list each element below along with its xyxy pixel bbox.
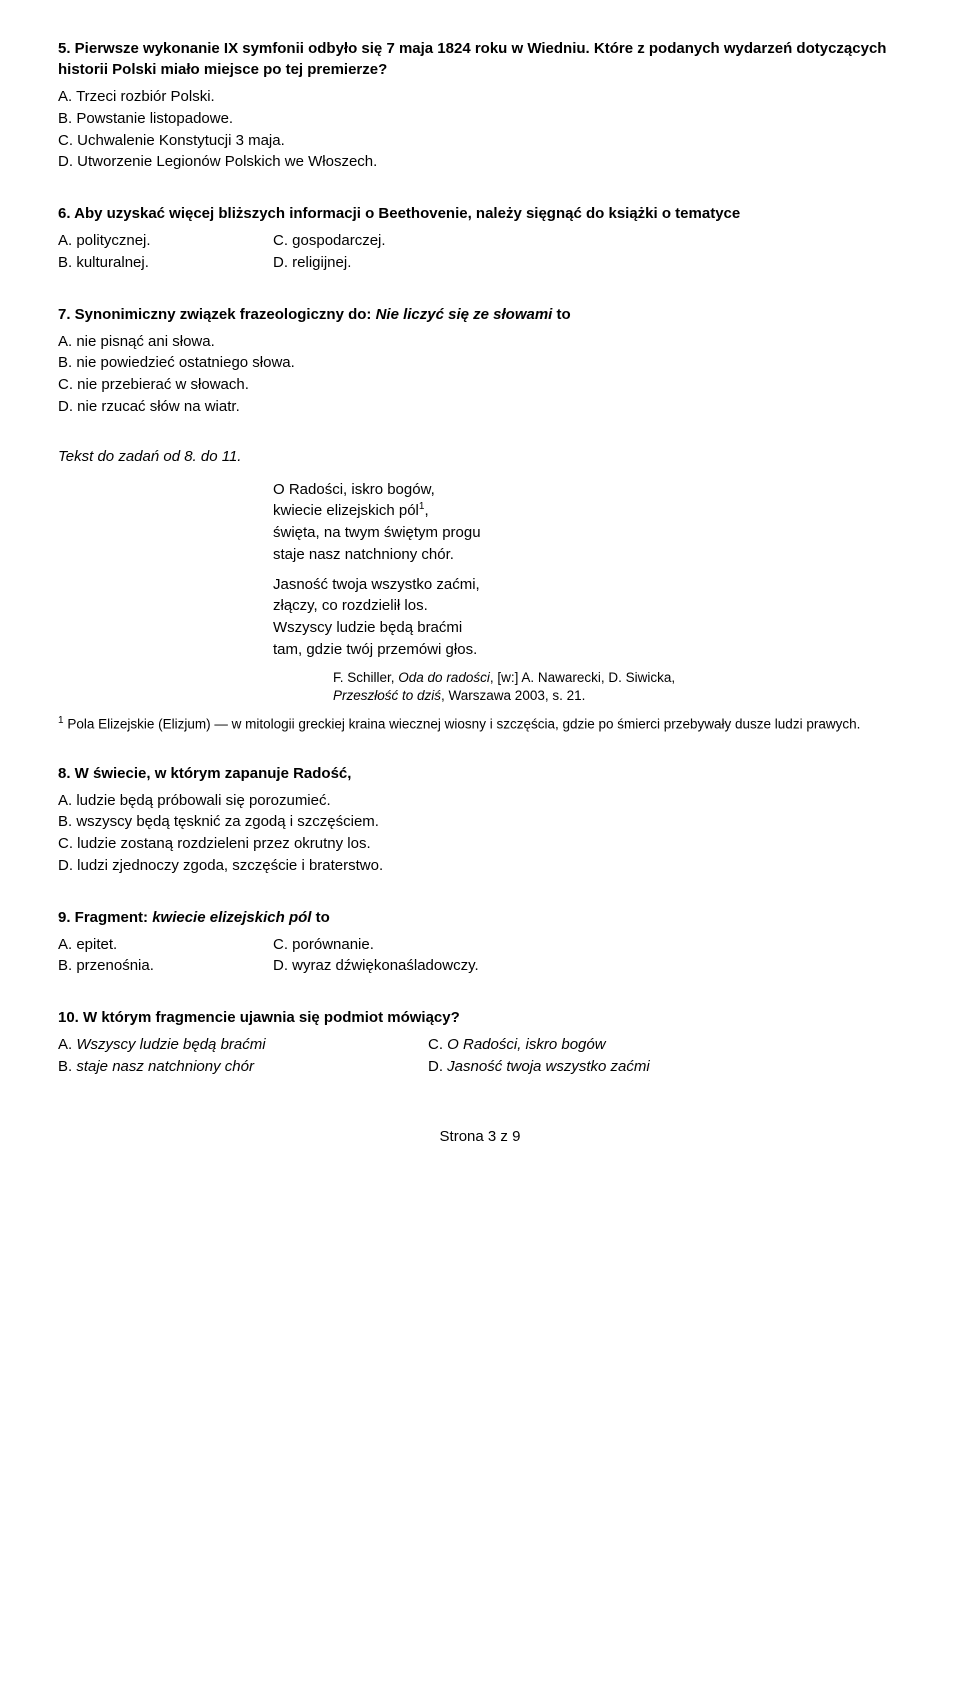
q9-title-italic: kwiecie elizejskich pól: [152, 909, 311, 926]
poem-s2-l4: tam, gdzie twój przemówi głos.: [273, 639, 902, 661]
poem-stanza-2: Jasność twoja wszystko zaćmi, złączy, co…: [273, 574, 902, 661]
page-number: Strona 3 z 9: [58, 1128, 902, 1145]
question-10-title: 10. W którym fragmencie ujawnia się podm…: [58, 1007, 902, 1028]
question-10: 10. W którym fragmencie ujawnia się podm…: [58, 1007, 902, 1078]
question-5: 5. Pierwsze wykonanie IX symfonii odbyło…: [58, 38, 902, 173]
q9-answer-d: D. wyraz dźwiękonaśladowczy.: [273, 955, 479, 977]
footnote-text: Pola Elizejskie (Elizjum) — w mitologii …: [64, 717, 861, 732]
q7-answer-c: C. nie przebierać w słowach.: [58, 374, 902, 396]
q9-answer-a: A. epitet.: [58, 934, 273, 956]
poem-s1-l4: staje nasz natchniony chór.: [273, 544, 902, 566]
q9-answer-b: B. przenośnia.: [58, 955, 273, 977]
q10-c-italic: O Radości, iskro bogów: [447, 1036, 605, 1053]
question-7: 7. Synonimiczny związek frazeologiczny d…: [58, 304, 902, 418]
poem-s1-l3: święta, na twym świętym progu: [273, 522, 902, 544]
question-8-title: 8. W świecie, w którym zapanuje Radość,: [58, 763, 902, 784]
poem-stanza-1: O Radości, iskro bogów, kwiecie elizejsk…: [273, 479, 902, 566]
q7-answer-a: A. nie pisnąć ani słowa.: [58, 331, 902, 353]
citation-prefix: F. Schiller,: [333, 670, 398, 685]
q8-answer-d: D. ludzi zjednoczy zgoda, szczęście i br…: [58, 855, 902, 877]
q10-b-prefix: B.: [58, 1058, 76, 1075]
q10-d-prefix: D.: [428, 1058, 447, 1075]
question-8: 8. W świecie, w którym zapanuje Radość, …: [58, 763, 902, 877]
poem-s1-l2-prefix: kwiecie elizejskich pól: [273, 502, 419, 519]
citation-line-1: F. Schiller, Oda do radości, [w:] A. Naw…: [333, 669, 902, 688]
q8-answer-b: B. wszyscy będą tęsknić za zgodą i szczę…: [58, 811, 902, 833]
q7-title-prefix: 7. Synonimiczny związek frazeologiczny d…: [58, 306, 376, 323]
poem-s1-l1: O Radości, iskro bogów,: [273, 479, 902, 501]
q10-answer-c: C. O Radości, iskro bogów: [428, 1034, 650, 1056]
q8-answer-c: C. ludzie zostaną rozdzieleni przez okru…: [58, 833, 902, 855]
q7-title-italic: Nie liczyć się ze słowami: [376, 306, 553, 323]
citation-italic2: Przeszłość to dziś: [333, 688, 441, 703]
q7-title-suffix: to: [552, 306, 570, 323]
q10-c-prefix: C.: [428, 1036, 447, 1053]
q10-d-italic: Jasność twoja wszystko zaćmi: [447, 1058, 650, 1075]
q6-answer-d: D. religijnej.: [273, 252, 386, 274]
q10-a-prefix: A.: [58, 1036, 76, 1053]
poem-s1-l2-suffix: ,: [424, 502, 428, 519]
question-6: 6. Aby uzyskać więcej bliższych informac…: [58, 203, 902, 274]
poem-s2-l1: Jasność twoja wszystko zaćmi,: [273, 574, 902, 596]
q10-a-italic: Wszyscy ludzie będą braćmi: [76, 1036, 265, 1053]
question-9: 9. Fragment: kwiecie elizejskich pól to …: [58, 907, 902, 978]
q9-title-prefix: 9. Fragment:: [58, 909, 152, 926]
q6-answer-b: B. kulturalnej.: [58, 252, 273, 274]
q8-answer-a: A. ludzie będą próbowali się porozumieć.: [58, 790, 902, 812]
citation-suffix: , Warszawa 2003, s. 21.: [441, 688, 585, 703]
q10-answer-d: D. Jasność twoja wszystko zaćmi: [428, 1056, 650, 1078]
poem: O Radości, iskro bogów, kwiecie elizejsk…: [273, 479, 902, 661]
footnote: 1 Pola Elizejskie (Elizjum) — w mitologi…: [58, 714, 902, 734]
q5-answer-d: D. Utworzenie Legionów Polskich we Włosz…: [58, 151, 902, 173]
q5-answer-c: C. Uchwalenie Konstytucji 3 maja.: [58, 130, 902, 152]
question-6-title: 6. Aby uzyskać więcej bliższych informac…: [58, 203, 902, 224]
q9-answer-c: C. porównanie.: [273, 934, 479, 956]
q7-answer-b: B. nie powiedzieć ostatniego słowa.: [58, 352, 902, 374]
q6-answer-c: C. gospodarczej.: [273, 230, 386, 252]
question-5-title: 5. Pierwsze wykonanie IX symfonii odbyło…: [58, 38, 902, 80]
citation-mid: , [w:] A. Nawarecki, D. Siwicka,: [490, 670, 675, 685]
instruction-text: Tekst do zadań od 8. do 11.: [58, 448, 902, 465]
poem-s2-l3: Wszyscy ludzie będą braćmi: [273, 617, 902, 639]
citation-italic1: Oda do radości: [398, 670, 490, 685]
q6-answer-a: A. politycznej.: [58, 230, 273, 252]
q10-answer-a: A. Wszyscy ludzie będą braćmi: [58, 1034, 428, 1056]
q5-answer-a: A. Trzeci rozbiór Polski.: [58, 86, 902, 108]
poem-s2-l2: złączy, co rozdzielił los.: [273, 595, 902, 617]
q10-b-italic: staje nasz natchniony chór: [76, 1058, 254, 1075]
question-7-title: 7. Synonimiczny związek frazeologiczny d…: [58, 304, 902, 325]
citation: F. Schiller, Oda do radości, [w:] A. Naw…: [333, 669, 902, 707]
q10-answer-b: B. staje nasz natchniony chór: [58, 1056, 428, 1078]
q9-title-suffix: to: [311, 909, 329, 926]
q7-answer-d: D. nie rzucać słów na wiatr.: [58, 396, 902, 418]
q5-answer-b: B. Powstanie listopadowe.: [58, 108, 902, 130]
citation-line-2: Przeszłość to dziś, Warszawa 2003, s. 21…: [333, 687, 902, 706]
question-9-title: 9. Fragment: kwiecie elizejskich pól to: [58, 907, 902, 928]
poem-s1-l2: kwiecie elizejskich pól1,: [273, 500, 902, 522]
